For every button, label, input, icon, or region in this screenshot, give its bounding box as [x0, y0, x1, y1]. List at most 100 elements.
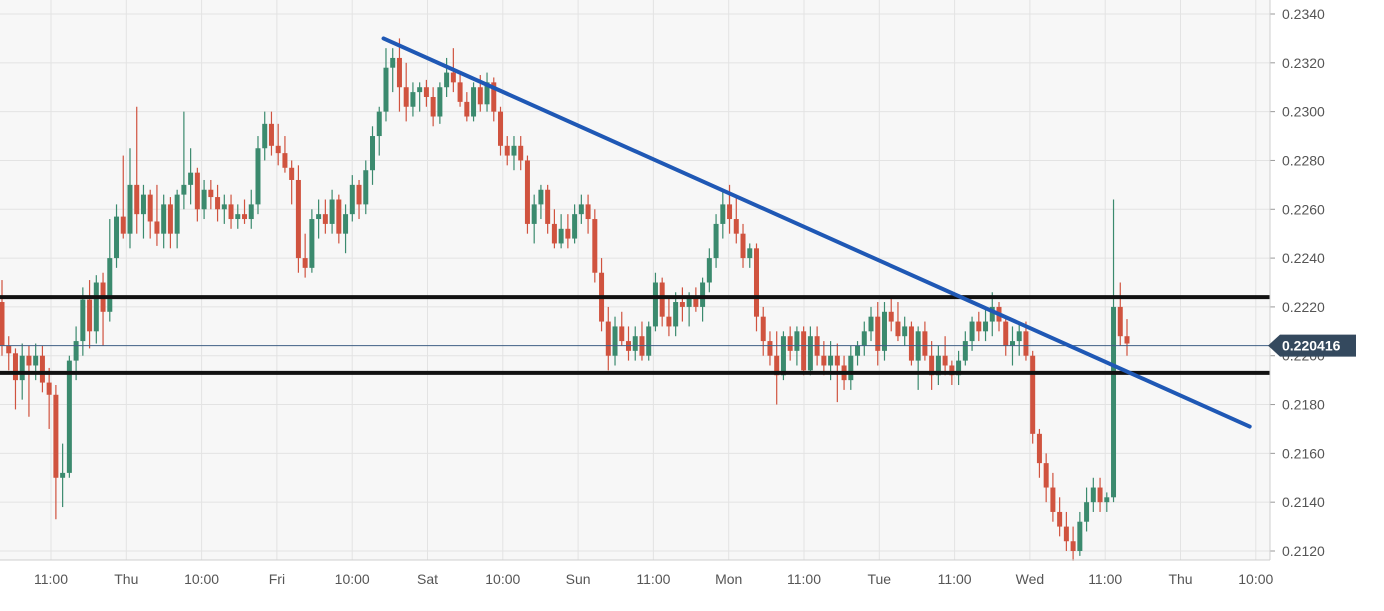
- candle-body: [774, 355, 780, 376]
- candle-body: [619, 326, 625, 342]
- candle-body: [572, 214, 578, 239]
- x-tick-label: Wed: [1016, 571, 1045, 587]
- candle-body: [221, 204, 227, 210]
- candle-body: [127, 184, 133, 234]
- candle-body: [255, 148, 261, 205]
- candle-body: [1003, 321, 1009, 346]
- candle-body: [1070, 541, 1076, 551]
- y-tick-label: 0.2300: [1282, 104, 1325, 120]
- candle-body: [538, 189, 544, 205]
- candle-body: [605, 321, 611, 356]
- candle-body: [706, 258, 712, 283]
- y-tick-label: 0.2120: [1282, 543, 1325, 559]
- candle-body: [969, 321, 975, 342]
- candle-body: [188, 172, 194, 185]
- candle-body: [646, 326, 652, 356]
- candle-body: [1084, 502, 1090, 522]
- candle-body: [484, 82, 490, 105]
- candle-body: [632, 336, 638, 351]
- candle-body: [585, 204, 591, 220]
- candle-body: [444, 72, 450, 88]
- candle-body: [201, 189, 207, 210]
- candle-body: [855, 345, 861, 356]
- candle-body: [895, 321, 901, 337]
- candle-body: [289, 167, 295, 180]
- candle-body: [181, 184, 187, 195]
- x-tick-label: Tue: [867, 571, 891, 587]
- candle-body: [39, 355, 45, 383]
- candle-body: [504, 145, 510, 156]
- candle-body: [87, 299, 93, 332]
- grid-lines: [0, 0, 1270, 560]
- x-tick-label: 11:00: [34, 571, 68, 587]
- x-tick-label: 11:00: [787, 571, 821, 587]
- candle-body: [235, 214, 241, 220]
- x-tick-label: Sat: [417, 571, 438, 587]
- y-tick-label: 0.2180: [1282, 397, 1325, 413]
- candle-body: [275, 145, 281, 154]
- candle-body: [861, 331, 867, 346]
- trend-line: [381, 36, 1252, 429]
- candle-body: [0, 302, 5, 346]
- candle-body: [208, 189, 214, 198]
- candle-body: [329, 199, 335, 224]
- candle-body: [73, 341, 79, 361]
- candles-layer: [0, 38, 1130, 561]
- x-tick-label: Thu: [1168, 571, 1192, 587]
- candle-body: [518, 145, 524, 161]
- x-tick-label: 11:00: [636, 571, 670, 587]
- candle-body: [956, 360, 962, 376]
- candle-body: [929, 355, 935, 376]
- candle-body: [471, 87, 477, 117]
- candle-body: [747, 248, 753, 259]
- candle-body: [949, 365, 955, 376]
- candle-body: [612, 326, 618, 356]
- x-tick-label: 10:00: [184, 571, 219, 587]
- candle-body: [1023, 331, 1029, 356]
- candle-body: [888, 311, 894, 322]
- y-axis: 0.21200.21400.21600.21800.22000.22200.22…: [1269, 0, 1325, 560]
- x-tick-label: Sun: [566, 571, 591, 587]
- candle-body: [578, 204, 584, 215]
- candle-body: [363, 170, 369, 205]
- candle-body: [19, 355, 25, 381]
- candle-body: [336, 199, 342, 234]
- y-tick-label: 0.2320: [1282, 55, 1325, 71]
- candle-body: [161, 204, 167, 234]
- current-price-tag: [1268, 334, 1356, 357]
- candle-body: [242, 214, 248, 220]
- candle-body: [174, 194, 180, 234]
- candle-body: [700, 282, 706, 307]
- candle-body: [679, 302, 685, 307]
- x-tick-label: Mon: [715, 571, 742, 587]
- candle-body: [592, 219, 598, 273]
- candle-body: [767, 341, 773, 356]
- candle-body: [1009, 341, 1015, 346]
- candle-body: [1090, 487, 1096, 503]
- candle-body: [848, 355, 854, 381]
- candle-body: [1030, 355, 1036, 434]
- candle-body: [228, 204, 234, 220]
- candle-body: [147, 194, 153, 222]
- candle-body: [868, 316, 874, 332]
- candle-body: [659, 282, 665, 317]
- candle-body: [423, 87, 429, 97]
- y-tick-label: 0.2280: [1282, 152, 1325, 168]
- y-tick-label: 0.2240: [1282, 250, 1325, 266]
- candle-body: [962, 341, 968, 361]
- candle-body: [558, 228, 564, 244]
- candle-body: [107, 258, 113, 312]
- candle-body: [652, 282, 658, 327]
- y-tick-label: 0.2340: [1282, 6, 1325, 22]
- candle-body: [976, 321, 982, 332]
- candle-body: [1104, 497, 1110, 503]
- candle-body: [942, 355, 948, 366]
- candle-body: [302, 258, 308, 268]
- y-tick-label: 0.2220: [1282, 299, 1325, 315]
- candle-body: [498, 111, 504, 146]
- x-tick-label: 11:00: [1088, 571, 1122, 587]
- plot-background: [0, 0, 1270, 560]
- candle-body: [524, 160, 530, 224]
- candle-body: [316, 214, 322, 220]
